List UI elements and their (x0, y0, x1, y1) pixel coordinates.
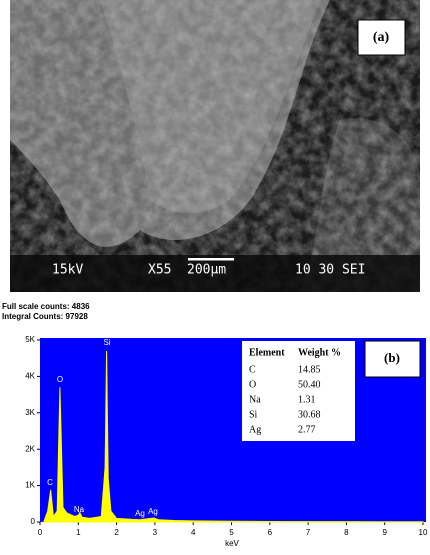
x-tick-label: 3 (153, 528, 158, 537)
table-cell: Na (249, 394, 261, 405)
table-cell: 50.40 (298, 379, 321, 390)
peak-label: C (47, 478, 53, 487)
x-tick-label: 0 (38, 528, 43, 537)
header-line: Integral Counts: 97928 (2, 312, 88, 321)
header-line: Full scale counts: 4836 (2, 302, 90, 311)
panel-label-box (357, 19, 406, 56)
table-cell: C (249, 364, 256, 375)
x-tick-label: 9 (382, 528, 387, 537)
y-tick-label: 4K (25, 372, 35, 381)
peak-label: Si (103, 338, 110, 347)
sem-voltage: 15kV (52, 263, 83, 278)
x-tick-label: 7 (306, 528, 311, 537)
x-tick-label: 10 (419, 528, 428, 537)
x-tick-label: 6 (268, 528, 273, 537)
sem-image (10, 0, 420, 292)
sem-info: 10 30 SEI (295, 263, 365, 278)
peak-label: O (57, 375, 63, 384)
y-tick-label: 1K (25, 481, 35, 490)
table-cell: 1.31 (298, 394, 316, 405)
panel-label-box (364, 340, 421, 378)
x-tick-label: 2 (114, 528, 119, 537)
panel-label: (a) (373, 30, 390, 45)
table-cell: 2.77 (298, 424, 316, 435)
table-cell: 30.68 (298, 409, 321, 420)
table-cell: Ag (249, 424, 261, 435)
scale-bar (188, 258, 234, 261)
table-cell: 14.85 (298, 364, 321, 375)
peak-label: Na (74, 505, 85, 514)
x-tick-label: 1 (76, 528, 81, 537)
y-tick-label: 0 (31, 517, 36, 526)
x-tick-label: 8 (344, 528, 349, 537)
peak-label: Ag (135, 509, 145, 518)
x-tick-label: 5 (229, 528, 234, 537)
peak-label: Ag (148, 507, 158, 516)
table-cell: Si (249, 409, 258, 420)
spectrum (43, 350, 424, 523)
table-header: Weight % (298, 347, 341, 358)
y-tick-label: 2K (25, 444, 35, 453)
y-tick-label: 5K (25, 335, 35, 344)
x-axis-label: keV (225, 539, 239, 548)
y-tick-label: 3K (25, 408, 35, 417)
table-box (242, 341, 355, 441)
panel-label: (b) (384, 350, 400, 365)
table-header: Element (249, 347, 285, 358)
table-cell: O (249, 379, 256, 390)
sem-scale-bar-label: 200μm (187, 263, 226, 278)
table: Element Weight % C 14.85 O 50.40 Na 1.31 Si 30.68… (249, 347, 341, 435)
sem-magnification: X55 (148, 263, 171, 278)
x-tick-label: 4 (191, 528, 196, 537)
